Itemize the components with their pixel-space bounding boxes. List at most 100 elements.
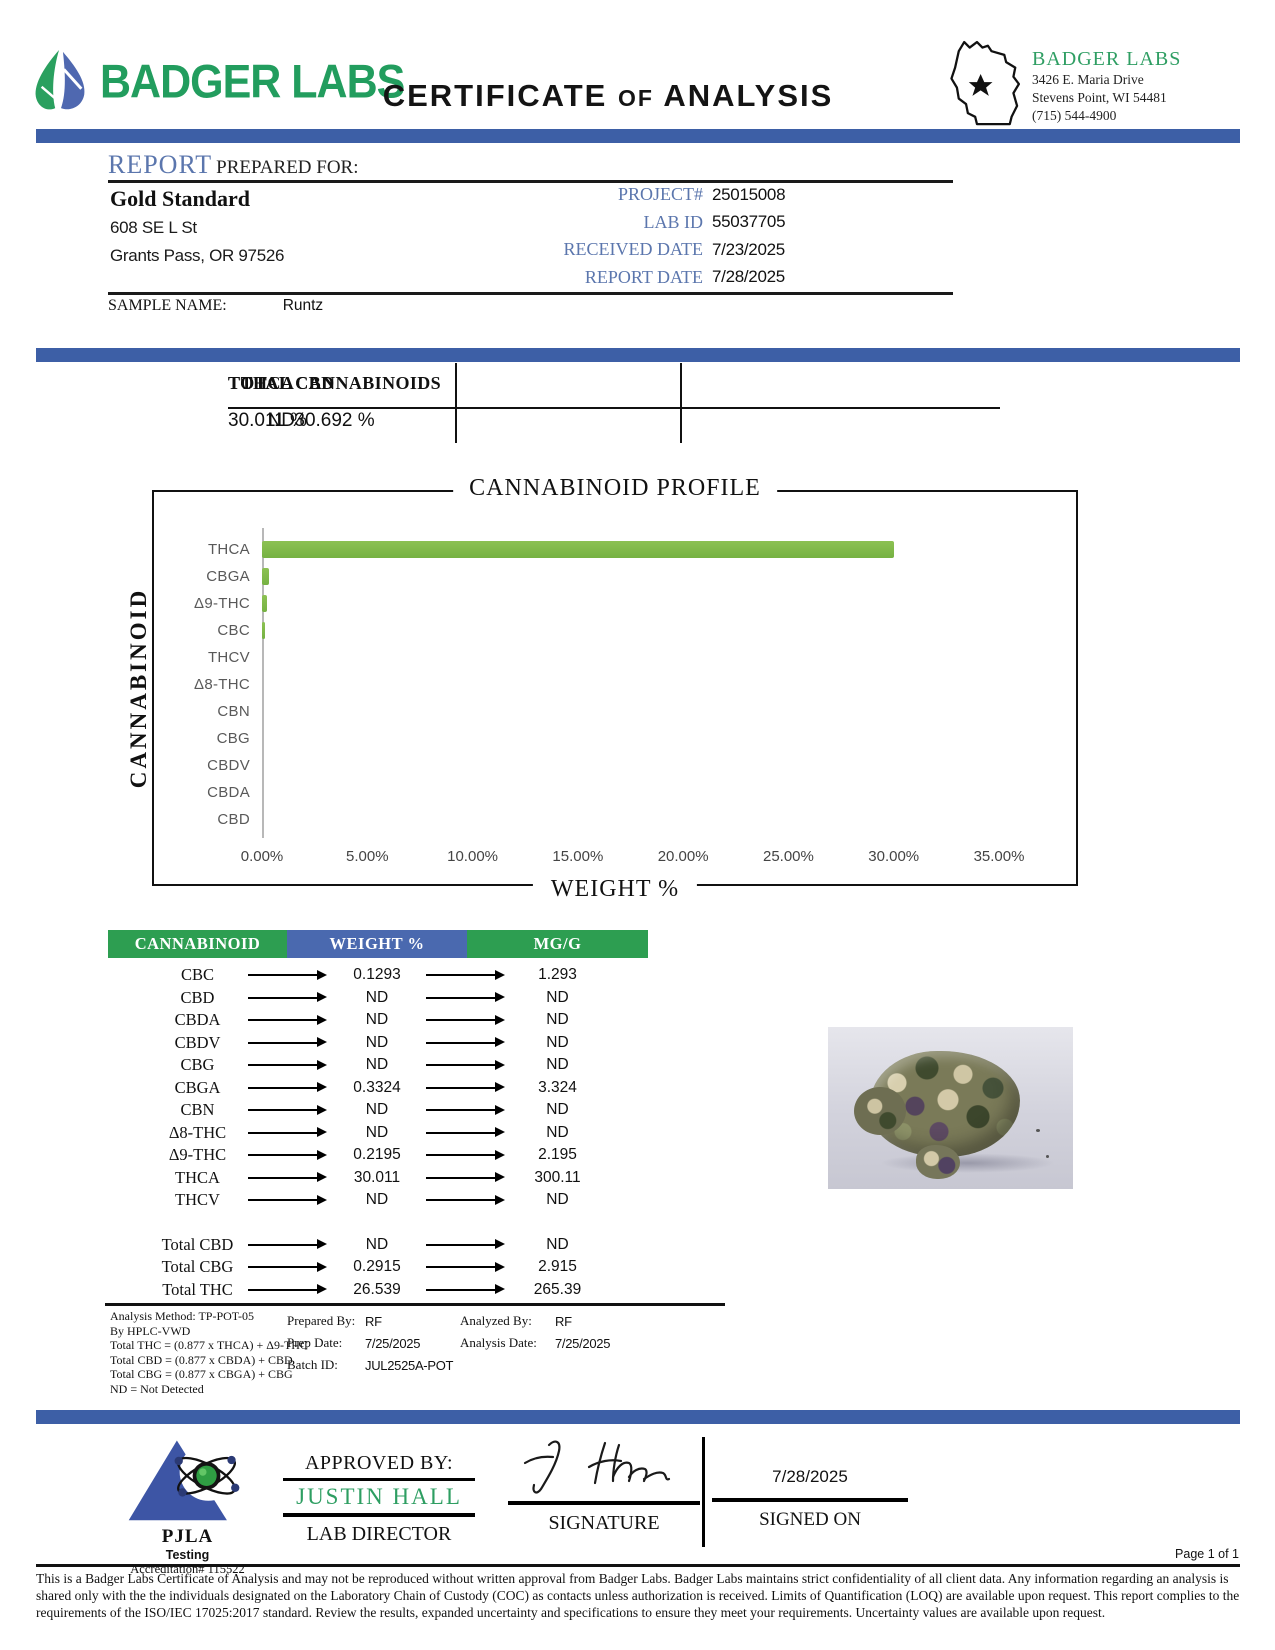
cannabinoid-name: THCV: [175, 1190, 220, 1209]
results-table: CANNABINOID WEIGHT % MG/G CBC 0.1293 1.293 CB…: [108, 930, 648, 1301]
mgg-value: ND: [546, 988, 569, 1006]
approver-name: JUSTIN HALL: [296, 1484, 462, 1509]
note-value: RF: [365, 1313, 382, 1329]
cannabinoid-name: Δ8-THC: [168, 1122, 227, 1142]
chart-bar-row: CBGA: [154, 563, 1076, 590]
signature-label: SIGNATURE: [548, 1512, 660, 1534]
notes-rule: [105, 1303, 725, 1306]
arrow-icon: [248, 992, 327, 1003]
cannabis-bud-image: [854, 1051, 1055, 1173]
chart-category-label: Δ9-THC: [194, 595, 250, 612]
cannabinoid-name: CBDV: [174, 1032, 221, 1052]
summary-cell: TOTAL CANNABINOIDS 30.692 %: [228, 363, 441, 443]
chart-bar-row: Δ8-THC: [154, 671, 1076, 698]
cannabinoid-name: Total CBD: [161, 1234, 234, 1254]
arrow-icon: [426, 1059, 505, 1070]
chart-bar-row: CBN: [154, 698, 1076, 725]
signature-icon: [519, 1440, 689, 1499]
chart-bar-row: CBDV: [154, 752, 1076, 779]
summary-label: THCA: [240, 373, 295, 393]
arrow-icon: [248, 1149, 327, 1160]
report-rule-top: [108, 180, 953, 183]
approved-by-label: APPROVED BY:: [304, 1452, 454, 1474]
sample-name-row: SAMPLE NAME: Runtz: [108, 297, 323, 315]
chart-tick-label: 20.00%: [657, 848, 709, 865]
table-row: Total CBG 0.2915 2.915: [108, 1256, 648, 1279]
arrow-icon: [248, 1261, 327, 1272]
report-meta: PROJECT# 25015008 LAB ID 55037705 RECEIVED D…: [430, 181, 862, 291]
chart-bar-track: [262, 725, 999, 752]
cannabinoid-name: CBD: [180, 987, 215, 1007]
chart-tick-label: 30.00%: [868, 848, 920, 865]
arrow-icon: [426, 1082, 505, 1093]
table-row: CBD ND ND: [108, 987, 648, 1010]
weight-value: 0.2195: [353, 1146, 401, 1163]
arrow-icon: [426, 1239, 505, 1250]
chart-bar-track: [262, 806, 999, 833]
chart-category-label: CBG: [216, 730, 250, 747]
report-meta-row: PROJECT# 25015008: [430, 181, 862, 209]
cannabinoid-name: CBG: [180, 1055, 215, 1074]
signed-on-block: 7/28/2025 SIGNED ON: [712, 1437, 908, 1531]
chart-bar-row: CBG: [154, 725, 1076, 752]
chart-bar-row: CBC: [154, 617, 1076, 644]
report-rule-bottom: [108, 292, 953, 295]
note-label: Prepared By:: [287, 1313, 356, 1328]
weight-value: ND: [365, 988, 389, 1006]
mgg-value: 3.324: [538, 1078, 577, 1096]
arrow-icon: [426, 992, 505, 1003]
results-table-body: CBC 0.1293 1.293 CBD ND ND CBDA ND ND CBDV ND ND CBG…: [108, 964, 648, 1212]
weight-value: ND: [365, 1056, 389, 1073]
cannabinoid-name: CBN: [180, 1100, 215, 1119]
mgg-value: ND: [546, 1011, 569, 1028]
client-address1: 608 SE L St: [110, 218, 197, 237]
arrow-icon: [426, 1149, 505, 1160]
arrow-icon: [426, 1261, 505, 1272]
arrow-icon: [426, 1284, 505, 1295]
chart-rows: THCA CBGA Δ9-THC CBC THCV Δ8-THC CBN CBG CBDV CBD…: [154, 536, 1076, 833]
chart-category-label: Δ8-THC: [194, 676, 250, 693]
meta-label: REPORT DATE: [584, 266, 703, 287]
arrow-icon: [248, 1194, 327, 1205]
lab-address-line2: Stevens Point, WI 54481: [1032, 90, 1167, 105]
arrow-icon: [248, 1172, 327, 1183]
chart-bar-track: [262, 644, 999, 671]
pjla-subtitle: Testing: [165, 1548, 210, 1562]
photo-speck: [1036, 1129, 1040, 1132]
logo-wordmark: BADGER LABS: [100, 55, 405, 109]
client-block: Gold Standard 608 SE L St Grants Pass, O…: [110, 184, 284, 270]
meta-label: PROJECT#: [617, 184, 703, 205]
table-row: CBN ND ND: [108, 1099, 648, 1122]
leaf-logo-icon: [30, 48, 92, 117]
weight-value: 26.539: [353, 1280, 401, 1298]
divider-bar-top: [36, 129, 1240, 143]
meta-value: 55037705: [712, 212, 786, 232]
report-meta-row: RECEIVED DATE 7/23/2025: [430, 236, 862, 264]
summary-value: ND: [267, 410, 295, 431]
report-meta-row: LAB ID 55037705: [430, 209, 862, 237]
chart-bar-row: Δ9-THC: [154, 590, 1076, 617]
table-row: Total CBD ND ND: [108, 1234, 648, 1257]
table-header-cell: MG/G: [467, 930, 648, 958]
table-row: CBDA ND ND: [108, 1009, 648, 1032]
summary-cell: TOTAL CBD ND: [228, 363, 334, 443]
note-value: 7/25/2025: [555, 1335, 611, 1351]
wisconsin-map-icon: [946, 36, 1028, 137]
page-indicator: Page 1 of 1: [1175, 1547, 1239, 1561]
note-label: Analysis Date:: [460, 1335, 537, 1350]
chart-bar-track: [262, 563, 999, 590]
pjla-name: PJLA: [161, 1526, 214, 1547]
mgg-value: 300.11: [534, 1168, 581, 1186]
chart-bar-row: CBDA: [154, 779, 1076, 806]
table-row: CBG ND ND: [108, 1054, 648, 1077]
report-meta-row: REPORT DATE 7/28/2025: [430, 264, 862, 292]
cannabinoid-name: CBC: [180, 965, 215, 984]
arrow-icon: [248, 1014, 327, 1025]
footer-rule: [36, 1564, 1240, 1567]
chart-bar-row: CBD: [154, 806, 1076, 833]
signature-block: SIGNATURE: [508, 1437, 700, 1535]
table-row: CBC 0.1293 1.293: [108, 964, 648, 987]
sample-name-value: Runtz: [282, 297, 324, 314]
disclaimer-text: This is a Badger Labs Certificate of Ana…: [36, 1571, 1240, 1620]
cannabinoid-name: CBDA: [174, 1010, 221, 1029]
